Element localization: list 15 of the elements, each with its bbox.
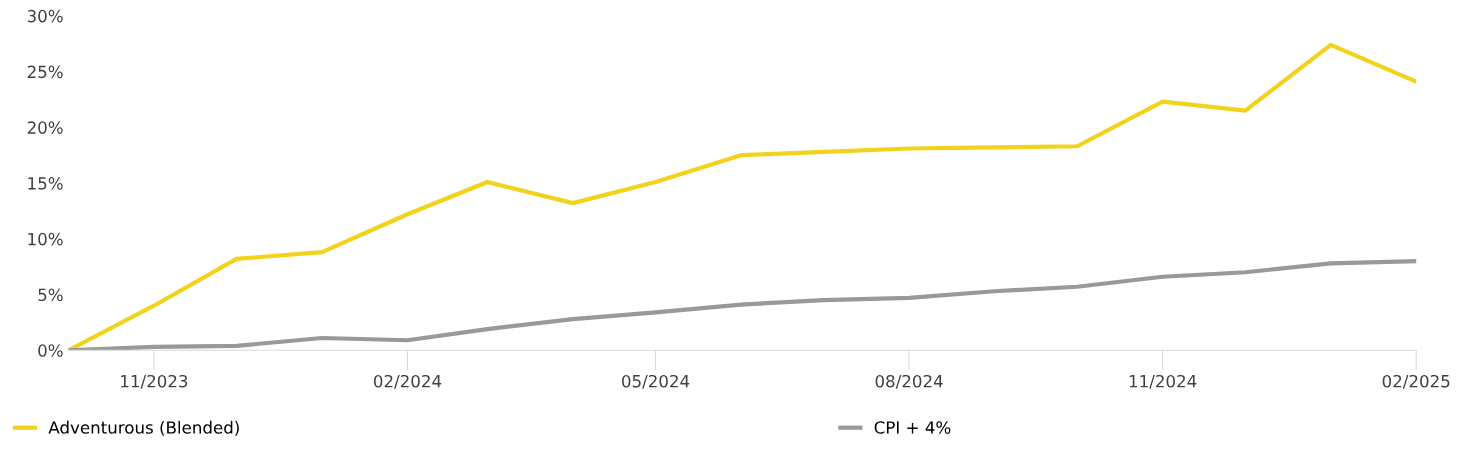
y-tick-label: 5% [38,288,63,302]
x-tick-label: 05/2024 [622,374,690,389]
y-tick-label: 15% [28,177,63,190]
x-tick-label: 11/2024 [1129,374,1197,389]
y-tick-label: 30% [27,9,63,23]
legend-label: Adventurous (Blended) [48,420,239,436]
x-tick-label: 02/2025 [1382,374,1450,389]
y-tick-label: 10% [28,232,63,246]
x-tick-label: 02/2024 [373,374,442,389]
y-tick-label: 0% [38,344,63,357]
x-tick-label: 11/2023 [121,374,188,389]
legend-label: CPI + 4% [874,421,951,434]
x-tick-label: 08/2024 [875,374,943,389]
y-tick-label: 25% [27,65,63,79]
y-tick-label: 20% [27,121,63,134]
